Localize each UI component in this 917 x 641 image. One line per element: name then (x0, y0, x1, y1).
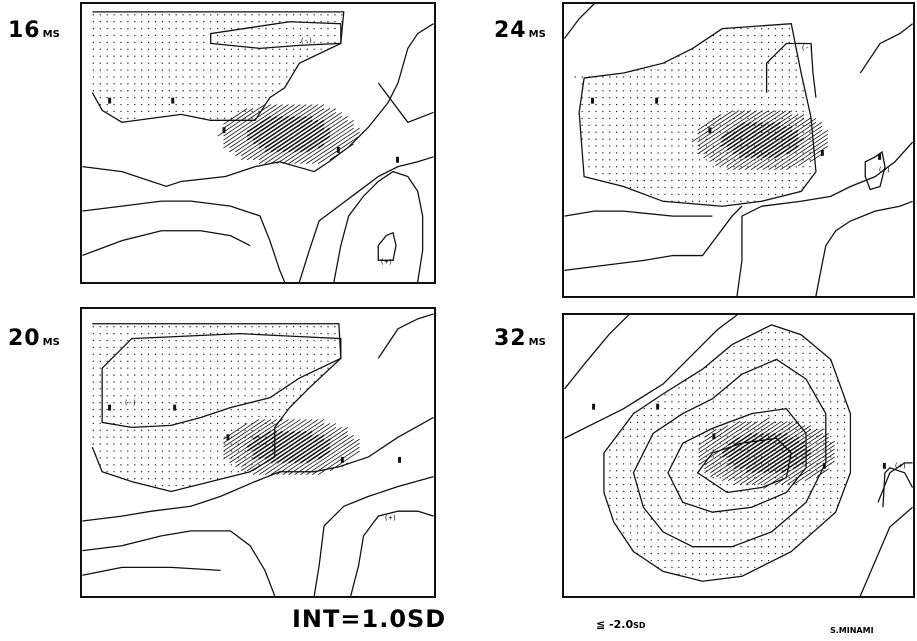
electrode-marks (108, 97, 399, 163)
contour-svg (564, 315, 913, 596)
legend: ≦ -2.0SD (596, 618, 646, 631)
plus-sign: (+) (894, 462, 907, 470)
interval-label: INT=1.0SD (292, 605, 447, 633)
author-signature: S.MINAMI (830, 626, 874, 635)
time-unit: MS (42, 337, 60, 348)
dot-region (92, 14, 343, 120)
hatch-region (698, 417, 835, 489)
time-unit: MS (528, 29, 546, 40)
plus-sign: (+) (384, 514, 397, 522)
contour-lines (82, 11, 434, 282)
time-unit: MS (528, 337, 546, 348)
minus-sign: (-) (801, 44, 814, 52)
legend-unit: SD (633, 621, 646, 630)
dot-region (609, 332, 846, 575)
contour-lines (82, 313, 434, 596)
legend-symbol: ≦ (596, 618, 606, 631)
minus-sign: (-) (124, 399, 137, 407)
contour-map-32ms: (+) (562, 313, 915, 598)
plus-sign: (+) (878, 166, 891, 174)
minus-sign: (-) (300, 37, 313, 45)
panel-time-label-20: 20 MS (8, 328, 60, 350)
contour-lines (564, 4, 913, 296)
contour-map-16ms: (-) (+) (80, 2, 436, 284)
time-value: 20 (8, 326, 41, 351)
panel-time-label-16: 16 MS (8, 20, 60, 42)
dot-region (92, 326, 336, 487)
legend-value: -2.0 (609, 618, 634, 631)
hatch-region (217, 104, 360, 165)
hatch-region (691, 110, 828, 171)
plus-sign: (+) (380, 258, 393, 266)
electrode-marks (592, 403, 886, 469)
electrode-marks (591, 97, 882, 160)
panel-time-label-24: 24 MS (494, 20, 546, 42)
electrode-marks (108, 404, 402, 463)
contour-lines (564, 315, 913, 596)
panel-time-label-32: 32 MS (494, 328, 546, 350)
contour-svg (564, 4, 913, 296)
contour-map-24ms: (-) (+) (562, 2, 915, 298)
contour-svg (82, 11, 434, 282)
time-value: 16 (8, 18, 41, 43)
time-unit: MS (42, 29, 60, 40)
contour-map-20ms: (-) (+) (80, 307, 436, 598)
time-value: 24 (494, 18, 527, 43)
time-value: 32 (494, 326, 527, 351)
contour-svg (82, 313, 434, 596)
